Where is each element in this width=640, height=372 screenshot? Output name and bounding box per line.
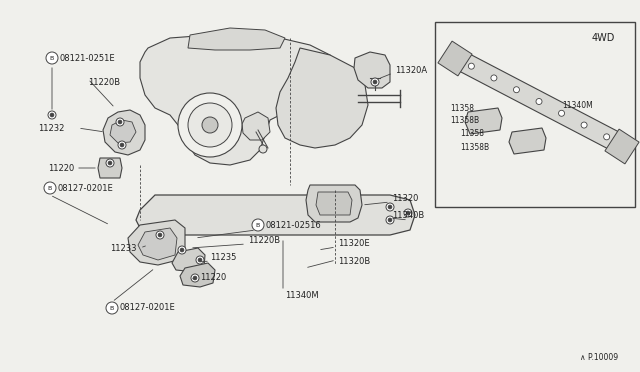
Circle shape <box>50 113 54 117</box>
Text: 11235: 11235 <box>210 253 236 263</box>
Circle shape <box>460 118 468 126</box>
Circle shape <box>193 276 197 280</box>
Circle shape <box>502 141 510 149</box>
Circle shape <box>178 93 242 157</box>
Polygon shape <box>103 110 145 155</box>
Circle shape <box>462 120 466 124</box>
Text: 08121-0251E: 08121-0251E <box>60 54 116 62</box>
Polygon shape <box>128 220 185 265</box>
Polygon shape <box>445 46 632 157</box>
Circle shape <box>118 141 126 149</box>
Circle shape <box>524 137 532 145</box>
Circle shape <box>404 209 412 217</box>
Polygon shape <box>276 48 368 148</box>
Circle shape <box>480 119 484 123</box>
Text: 11320A: 11320A <box>395 65 427 74</box>
Text: B: B <box>110 305 114 311</box>
Polygon shape <box>354 52 390 88</box>
Text: 08127-0201E: 08127-0201E <box>120 304 176 312</box>
Text: B: B <box>48 186 52 190</box>
Circle shape <box>259 145 267 153</box>
Circle shape <box>386 203 394 211</box>
Polygon shape <box>509 128 546 154</box>
Circle shape <box>156 231 164 239</box>
Polygon shape <box>136 195 415 235</box>
Text: 11320B: 11320B <box>338 257 371 266</box>
Circle shape <box>252 219 264 231</box>
Circle shape <box>106 159 114 167</box>
Text: 11232: 11232 <box>38 124 65 132</box>
Text: 11340B: 11340B <box>392 211 424 219</box>
Circle shape <box>158 233 162 237</box>
Circle shape <box>406 211 410 215</box>
Circle shape <box>386 216 394 224</box>
Circle shape <box>120 143 124 147</box>
Circle shape <box>118 120 122 124</box>
Text: ∧ P.10009: ∧ P.10009 <box>580 353 618 362</box>
Circle shape <box>513 87 520 93</box>
Text: 11320: 11320 <box>392 193 419 202</box>
Circle shape <box>604 134 610 140</box>
Text: 11358: 11358 <box>450 103 474 112</box>
Circle shape <box>468 63 474 69</box>
Circle shape <box>188 103 232 147</box>
Polygon shape <box>140 35 335 165</box>
Polygon shape <box>98 158 122 178</box>
Text: 11233: 11233 <box>110 244 136 253</box>
Polygon shape <box>438 41 472 76</box>
Polygon shape <box>306 185 362 222</box>
Text: 4WD: 4WD <box>592 33 616 43</box>
Text: 11358: 11358 <box>460 128 484 138</box>
Polygon shape <box>316 192 352 215</box>
Polygon shape <box>605 129 639 164</box>
Text: 11340M: 11340M <box>285 291 319 299</box>
Circle shape <box>478 117 486 125</box>
Polygon shape <box>465 108 502 134</box>
Circle shape <box>178 246 186 254</box>
Text: 11220: 11220 <box>48 164 74 173</box>
Circle shape <box>536 99 542 105</box>
Circle shape <box>191 274 199 282</box>
Circle shape <box>581 122 587 128</box>
Polygon shape <box>188 28 285 50</box>
Circle shape <box>180 248 184 252</box>
Circle shape <box>388 205 392 209</box>
Circle shape <box>196 256 204 264</box>
Circle shape <box>48 111 56 119</box>
Bar <box>435 22 635 207</box>
Circle shape <box>106 302 118 314</box>
Polygon shape <box>138 228 177 260</box>
Circle shape <box>373 80 377 84</box>
Text: 11220B: 11220B <box>248 235 280 244</box>
Circle shape <box>371 78 379 86</box>
Text: 11358B: 11358B <box>460 142 489 151</box>
Text: B: B <box>50 55 54 61</box>
Text: 11220: 11220 <box>200 273 227 282</box>
Circle shape <box>559 110 564 116</box>
Circle shape <box>504 143 508 147</box>
Circle shape <box>388 218 392 222</box>
Text: 08121-02516: 08121-02516 <box>266 221 322 230</box>
Circle shape <box>46 52 58 64</box>
Circle shape <box>202 117 218 133</box>
Text: 11220B: 11220B <box>88 77 120 87</box>
Text: 11358B: 11358B <box>450 115 479 125</box>
Polygon shape <box>180 263 215 287</box>
Polygon shape <box>242 112 270 140</box>
Text: 11340M: 11340M <box>562 100 593 109</box>
Circle shape <box>108 161 112 165</box>
Text: 11320E: 11320E <box>338 238 370 247</box>
Text: B: B <box>256 222 260 228</box>
Polygon shape <box>172 248 205 272</box>
Text: 08127-0201E: 08127-0201E <box>58 183 114 192</box>
Polygon shape <box>110 120 136 143</box>
Circle shape <box>526 139 530 143</box>
Circle shape <box>44 182 56 194</box>
Circle shape <box>198 258 202 262</box>
Circle shape <box>491 75 497 81</box>
Circle shape <box>116 118 124 126</box>
